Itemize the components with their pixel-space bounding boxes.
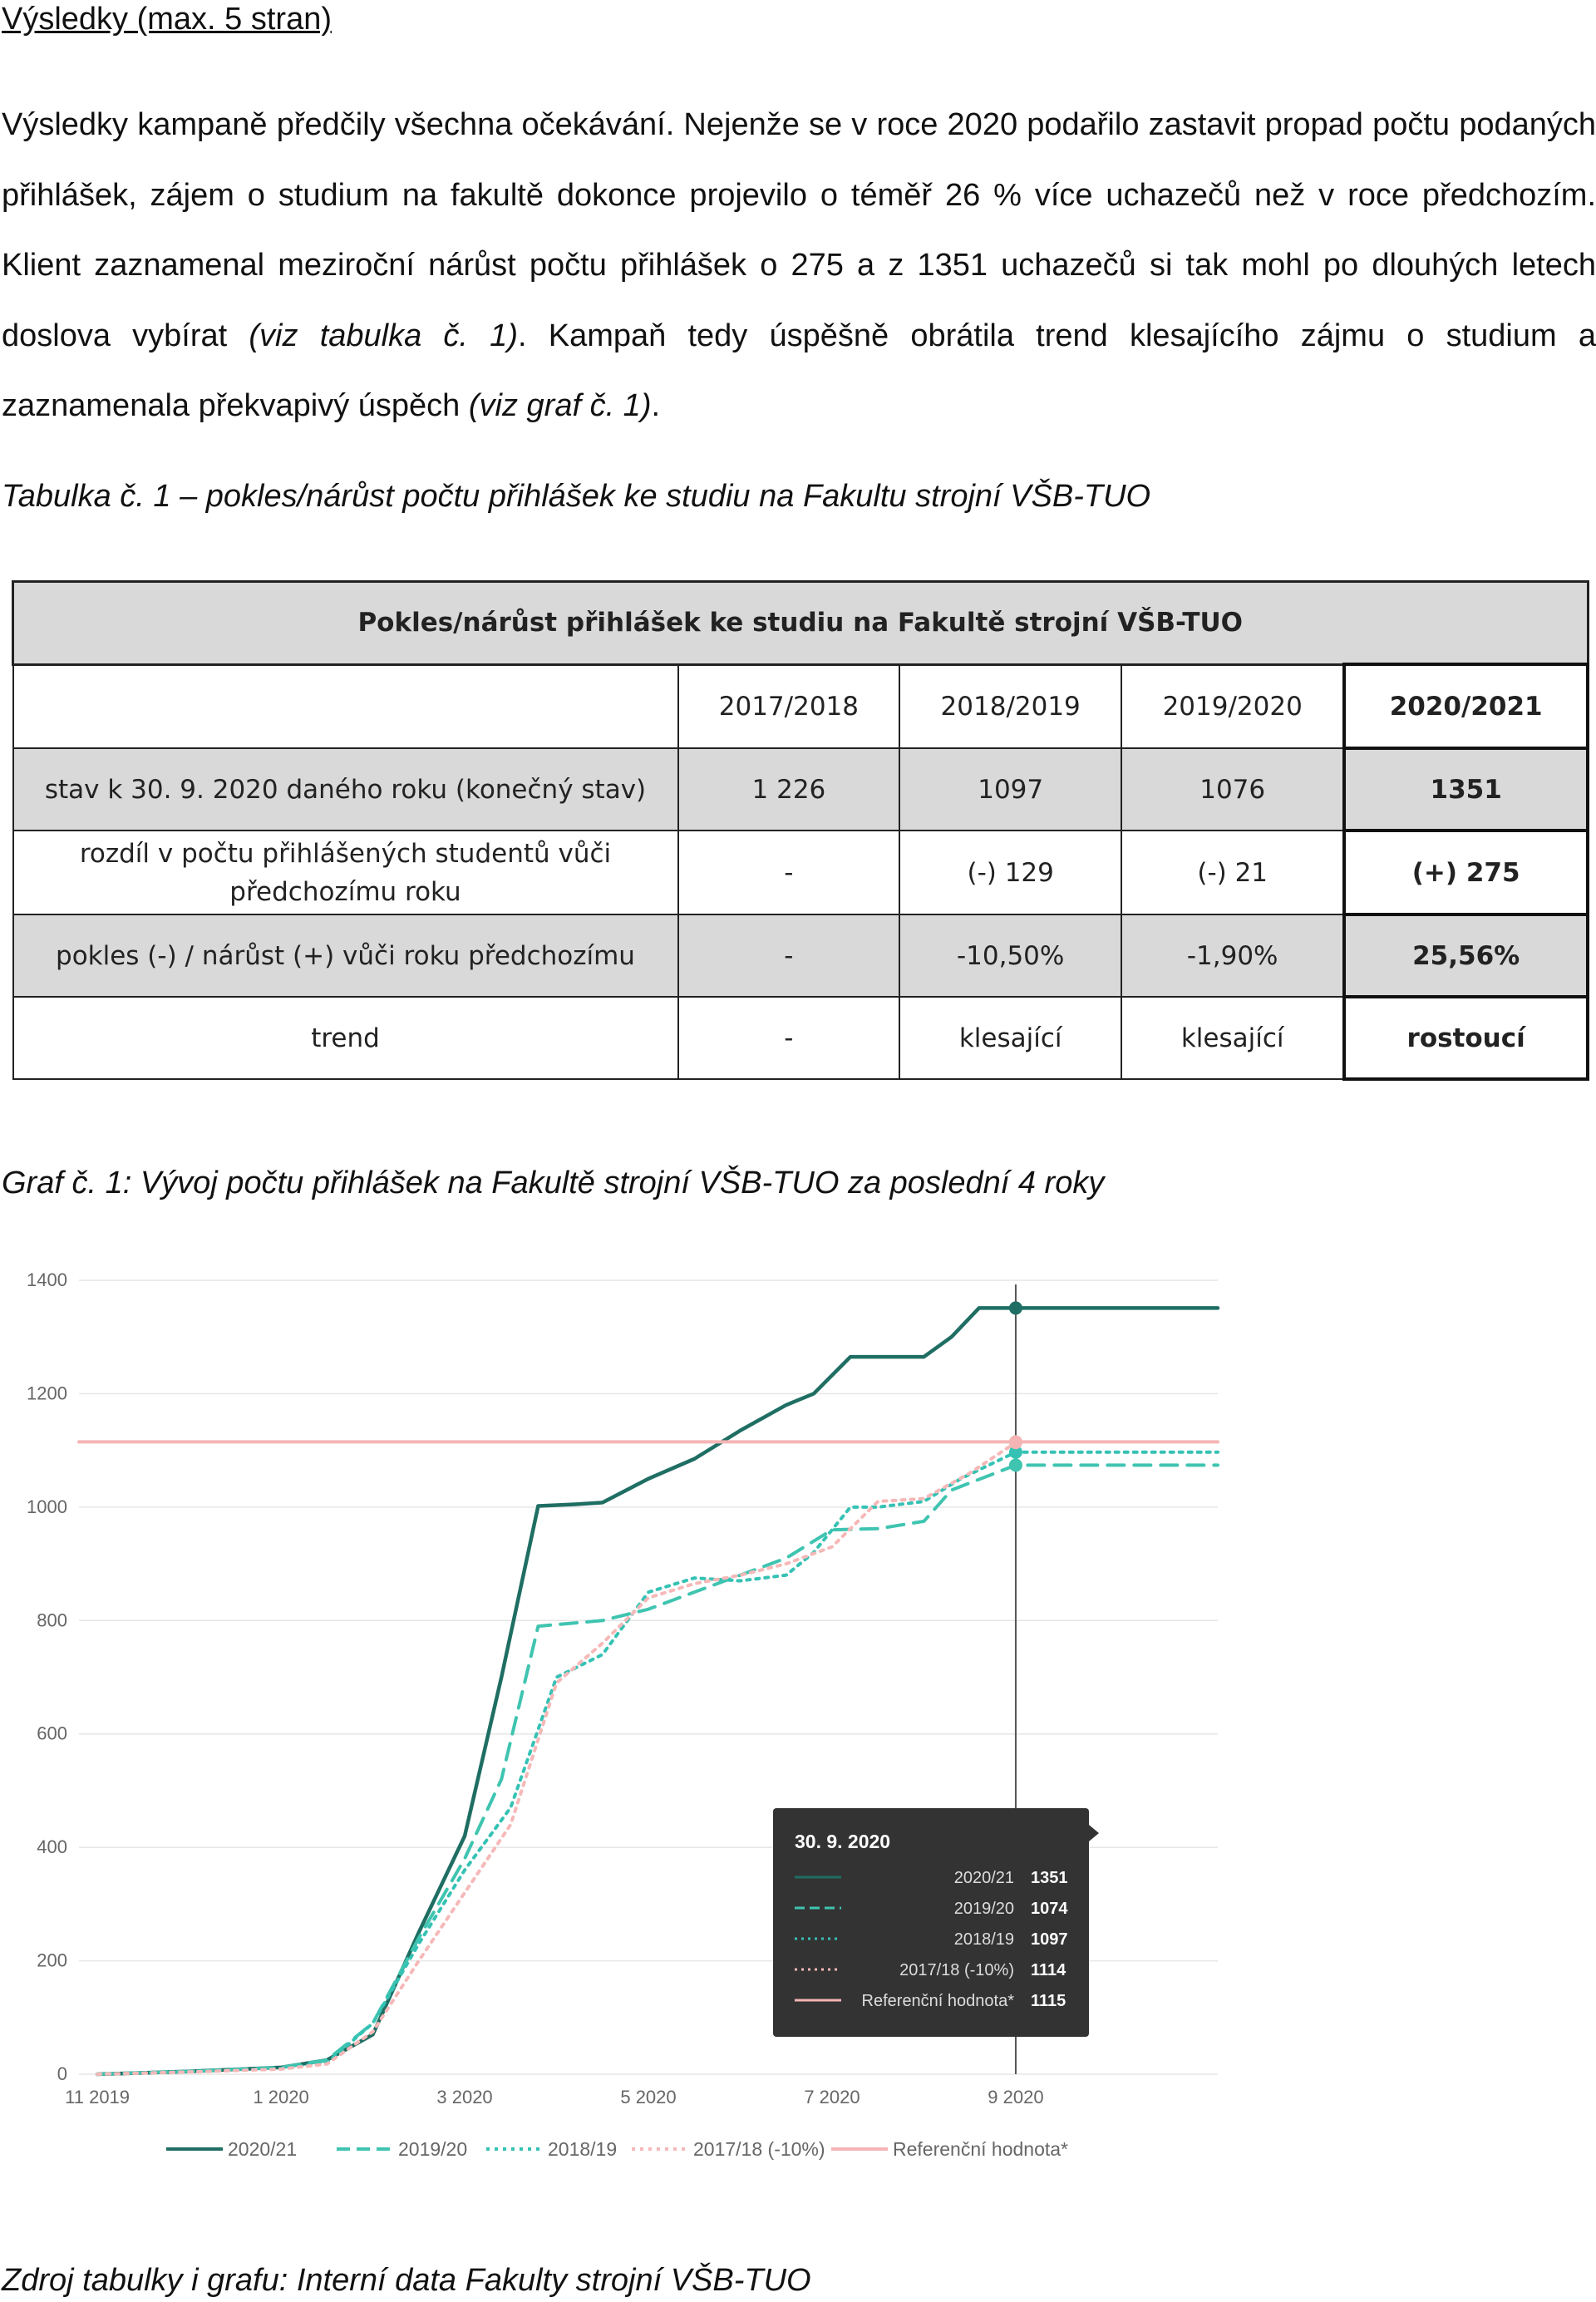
table-cell: -	[677, 996, 901, 1080]
table-cell: -1,90%	[1121, 914, 1346, 998]
results-paragraph: Výsledky kampaně předčily všechna očekáv…	[2, 90, 1596, 441]
graph-caption: Graf č. 1: Vývoj počtu přihlášek na Faku…	[2, 1166, 1105, 1200]
y-tick-label: 800	[37, 1609, 67, 1630]
table-cell: (-) 129	[899, 830, 1123, 915]
tooltip-title: 30. 9. 2020	[795, 1831, 890, 1852]
y-tick-label: 1200	[27, 1383, 67, 1403]
tooltip-series-name: Referenční hodnota*	[862, 1992, 1015, 2010]
table-cell: -	[677, 914, 901, 998]
table-cell: klesající	[899, 996, 1123, 1080]
table-reference: (viz tabulka č. 1)	[249, 318, 518, 353]
table-cell: klesající	[1121, 996, 1346, 1080]
tooltip-series-name: 2020/21	[954, 1869, 1014, 1887]
paragraph-text-1: Výsledky kampaně předčily všechna očekáv…	[2, 107, 1596, 353]
x-tick-label: 1 2020	[253, 2087, 308, 2107]
applications-chart: 0 200 400 600 800 1000 1200 1400 11 2019 1 2020 3 …	[27, 1269, 1220, 2160]
table-row: trend - klesající klesající rostoucí	[12, 995, 1589, 1081]
table-title: Pokles/nárůst přihlášek ke studiu na Fak…	[12, 580, 1589, 666]
table-cell: 1097	[899, 747, 1123, 831]
tooltip-series-name: 2017/18 (-10%)	[899, 1961, 1014, 1979]
table-header-cell: 2018/2019	[899, 663, 1123, 749]
legend-label: 2018/19	[548, 2138, 617, 2160]
table-header-cell: 2019/2020	[1121, 663, 1346, 749]
section-heading: Výsledky (max. 5 stran)	[2, 2, 332, 37]
table-caption: Tabulka č. 1 – pokles/nárůst počtu přihl…	[2, 479, 1151, 514]
table-title-row: Pokles/nárůst přihlášek ke studiu na Fak…	[12, 580, 1589, 666]
table-row: stav k 30. 9. 2020 daného roku (konečný …	[12, 747, 1589, 832]
y-tick-label: 1000	[27, 1496, 67, 1517]
table-header-cell	[12, 663, 679, 749]
y-tick-label: 600	[37, 1723, 67, 1744]
table-cell: 1 226	[677, 747, 901, 831]
series-line	[96, 1450, 1219, 2076]
x-tick-label: 7 2020	[804, 2087, 860, 2107]
x-tick-label: 5 2020	[620, 2087, 676, 2107]
table-header-cell: 2017/2018	[677, 663, 901, 749]
table-cell: -	[677, 830, 901, 915]
table-cell: 1351	[1342, 747, 1589, 832]
table-cell: 1076	[1121, 747, 1346, 831]
tooltip	[773, 1808, 1089, 2037]
table-row-label: trend	[12, 996, 679, 1080]
y-tick-label: 0	[57, 2063, 67, 2084]
tooltip-series-value: 1097	[1031, 1930, 1068, 1949]
table-header-cell: 2020/2021	[1342, 663, 1589, 750]
table-row: pokles (-) / nárůst (+) vůči roku předch…	[12, 913, 1589, 998]
table-row-label: stav k 30. 9. 2020 daného roku (konečný …	[12, 747, 679, 831]
cursor-marker	[1008, 1445, 1022, 1459]
graph-reference: (viz graf č. 1)	[468, 388, 652, 423]
table-cell: 25,56%	[1342, 913, 1589, 998]
tooltip-series-value: 1114	[1031, 1961, 1066, 1979]
table-row: rozdíl v počtu přihlášených studentů vůč…	[12, 829, 1589, 916]
legend-label: 2020/21	[228, 2138, 297, 2160]
legend-label: 2017/18 (-10%)	[693, 2138, 825, 2160]
y-tick-label: 1400	[27, 1269, 67, 1290]
table-header-row: 2017/2018 2018/2019 2019/2020 2020/2021	[12, 663, 1589, 750]
series-line	[96, 1441, 1017, 2076]
tooltip-series-name: 2018/19	[954, 1930, 1014, 1949]
legend-label: 2019/20	[398, 2138, 467, 2160]
tooltip-series-value: 1351	[1031, 1869, 1068, 1887]
y-tick-label: 400	[37, 1836, 67, 1857]
x-tick-label: 11 2019	[65, 2087, 130, 2107]
table-cell: rostoucí	[1342, 995, 1589, 1081]
tooltip-series-value: 1074	[1031, 1900, 1068, 1918]
cursor-marker	[1008, 1458, 1022, 1472]
table-cell: (+) 275	[1342, 829, 1589, 916]
tooltip-series-value: 1115	[1031, 1992, 1066, 2010]
tooltip-series-name: 2019/20	[954, 1900, 1014, 1918]
x-tick-label: 9 2020	[988, 2087, 1043, 2107]
legend-label: Referenční hodnota*	[893, 2138, 1068, 2160]
x-tick-label: 3 2020	[436, 2087, 492, 2107]
table-row-label: rozdíl v počtu přihlášených studentů vůč…	[12, 830, 679, 915]
source-note: Zdroj tabulky i grafu: Interní data Faku…	[2, 2263, 811, 2298]
tooltip-pointer	[1089, 1825, 1099, 1841]
paragraph-text-3: .	[651, 388, 661, 423]
paragraph-text-2: . Kampaň tedy úspěšně obrátila trend kle…	[2, 318, 1596, 424]
series-line	[96, 1463, 1219, 2076]
y-tick-label: 200	[37, 1950, 67, 1971]
cursor-marker	[1008, 1301, 1022, 1315]
applications-table: Pokles/nárůst přihlášek ke studiu na Fak…	[12, 580, 1589, 1081]
table-cell: -10,50%	[899, 914, 1123, 998]
table-row-label: pokles (-) / nárůst (+) vůči roku předch…	[12, 914, 679, 998]
cursor-marker	[1008, 1435, 1022, 1449]
table-cell: (-) 21	[1121, 830, 1346, 915]
